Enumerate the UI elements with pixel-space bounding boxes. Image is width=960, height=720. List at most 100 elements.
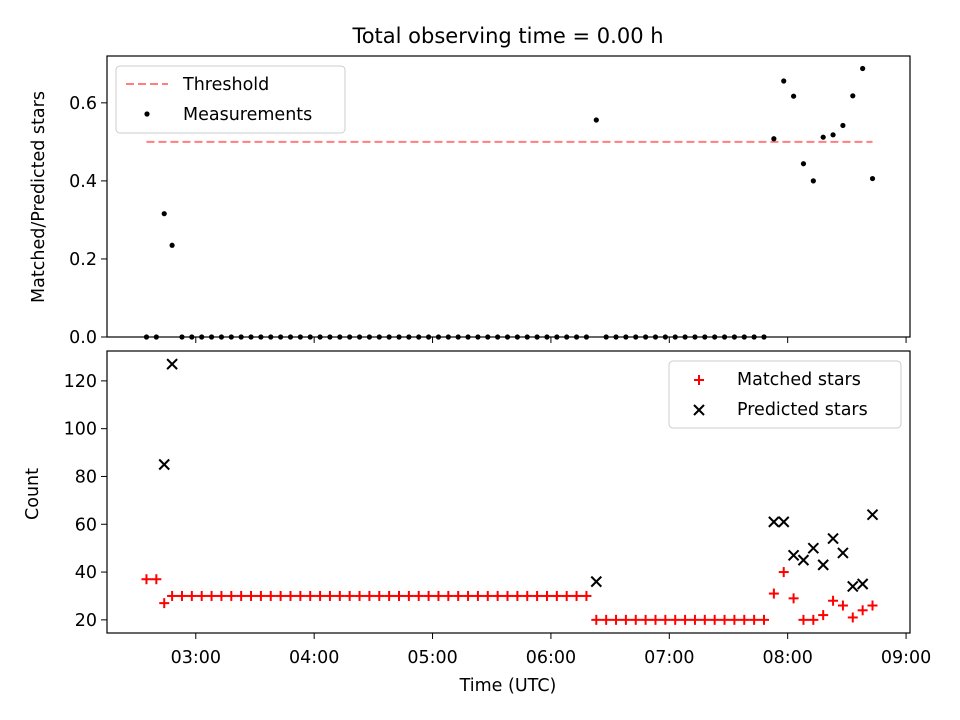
predicted-star-point [768, 516, 780, 528]
count-points [141, 358, 879, 625]
predicted-star-point [778, 516, 790, 528]
cross-b [866, 508, 879, 521]
matched-star-point [611, 614, 622, 625]
matched-star-point [502, 590, 513, 601]
matched-star-point [709, 614, 720, 625]
matched-star-point [472, 590, 483, 601]
matched-star-point [788, 593, 799, 604]
cross-b [847, 580, 859, 593]
x-tick-label: 08:00 [762, 648, 812, 668]
bottom-y-ticks: 20 40 60 80 100 120 [64, 372, 107, 631]
matched-star-point [522, 590, 533, 601]
cross-b [817, 559, 829, 571]
matched-star-point [374, 590, 385, 601]
matched-star-point [650, 614, 661, 625]
x-tick-label: 03:00 [171, 648, 221, 668]
matched-star-point [196, 590, 207, 601]
matched-star-point [159, 598, 170, 609]
legend-matched-swatch [694, 375, 704, 385]
matched-star-point [324, 590, 335, 601]
matched-star-point [601, 614, 612, 625]
matched-star-point [630, 614, 641, 625]
matched-star-point [591, 614, 602, 625]
measurement-point [869, 175, 876, 182]
matched-star-point [433, 590, 444, 601]
matched-star-point [541, 590, 552, 601]
matched-star-point [828, 595, 839, 606]
legend-plus-marker [694, 375, 704, 385]
matched-star-point [561, 590, 572, 601]
matched-star-point [660, 614, 671, 625]
measurement-point [850, 93, 856, 99]
legend-predicted-swatch [693, 404, 705, 416]
predicted-star-point [807, 542, 820, 554]
y-tick-label: 100 [64, 420, 97, 440]
matched-star-point [354, 590, 365, 601]
legend-threshold-label: Threshold [182, 75, 269, 95]
matched-star-point [443, 590, 454, 601]
matched-star-point [176, 590, 187, 601]
bottom-legend-box [668, 360, 902, 429]
y-tick-label: 40 [75, 563, 97, 583]
predicted-star-point [158, 458, 170, 471]
y-tick-label: 0.4 [69, 172, 97, 192]
x-axis-label: Time (UTC) [459, 676, 557, 696]
legend-predicted-label: Predicted stars [737, 400, 868, 420]
top-y-axis-label: Matched/Predicted stars [29, 91, 49, 303]
matched-star-point [216, 590, 227, 601]
matched-star-point [482, 590, 493, 601]
cross-b [768, 516, 780, 528]
matched-star-point [729, 614, 740, 625]
cross-b [590, 575, 603, 588]
matched-star-point [151, 574, 162, 585]
bottom-y-axis-label: Count [23, 468, 43, 520]
matched-star-point [394, 590, 404, 601]
x-tick-label: 07:00 [644, 648, 694, 668]
cross-b [158, 458, 170, 471]
matched-star-point [551, 590, 562, 601]
x-tick-label: 04:00 [289, 648, 339, 668]
measurement-point [169, 242, 175, 248]
matched-star-point [768, 588, 779, 599]
matched-star-point [808, 614, 819, 625]
top-legend: Threshold Measurements [115, 65, 346, 134]
matched-star-point [255, 590, 266, 601]
cross-b [166, 358, 178, 370]
matched-star-point [778, 567, 789, 578]
cross-b [827, 532, 839, 545]
top-legend-box [115, 65, 346, 134]
measurement-point [781, 78, 787, 84]
measurement-point [830, 132, 836, 138]
cross-b [787, 549, 800, 562]
matched-star-point [798, 614, 809, 625]
matched-star-point [384, 590, 395, 601]
matched-star-point [265, 590, 276, 601]
matched-star-point [423, 590, 434, 601]
predicted-star-point [590, 575, 603, 588]
matched-star-point [719, 614, 730, 625]
matched-star-point [453, 590, 464, 601]
measurement-point [790, 93, 797, 99]
measurement-point [840, 122, 846, 129]
y-tick-label: 0.0 [69, 328, 97, 348]
matched-star-point [532, 590, 543, 601]
bottom-legend: Matched stars Predicted stars [668, 360, 902, 429]
matched-star-point [759, 614, 769, 625]
matched-star-point [305, 590, 316, 601]
matched-star-point [334, 590, 345, 601]
cross-b [797, 554, 810, 566]
legend-measurements-label: Measurements [183, 105, 312, 125]
x-tick-label: 09:00 [881, 648, 931, 668]
matched-star-point [167, 590, 178, 601]
cross-b [778, 516, 790, 528]
matched-star-point [226, 590, 237, 601]
matched-star-point [275, 590, 286, 601]
y-tick-label: 0.6 [69, 94, 97, 114]
matched-star-point [620, 614, 631, 625]
top-y-ticks: 0.0 0.2 0.4 0.6 [69, 94, 107, 348]
matched-star-point [463, 590, 474, 601]
predicted-star-point [837, 547, 849, 559]
matched-star-point [246, 590, 257, 601]
matched-star-point [141, 574, 152, 585]
matched-star-point [739, 614, 750, 625]
